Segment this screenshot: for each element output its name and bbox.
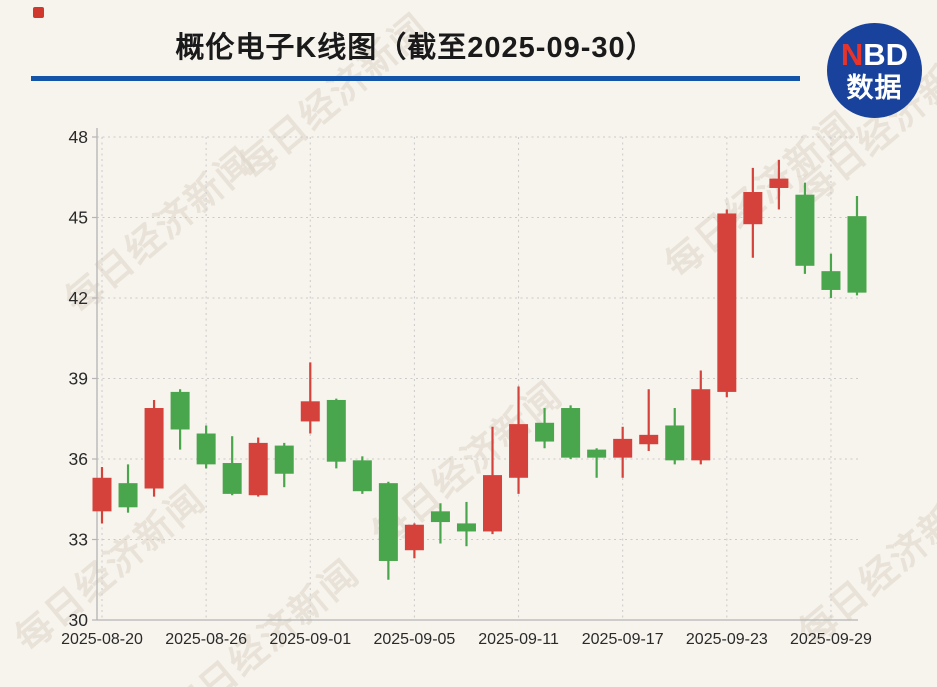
- candle-body: [639, 434, 659, 445]
- logo-bd: BD: [863, 37, 909, 72]
- candle-body: [483, 475, 503, 532]
- candle-body: [196, 433, 216, 465]
- x-tick-label: 2025-09-05: [373, 631, 455, 648]
- x-tick-label: 2025-09-17: [582, 631, 664, 648]
- candle-body: [248, 442, 268, 496]
- candle-body: [743, 192, 763, 225]
- x-tick-label: 2025-09-29: [790, 631, 872, 648]
- candle-body: [92, 477, 112, 512]
- nbd-logo: NBD 数据: [827, 23, 922, 118]
- candle-body: [535, 422, 555, 442]
- y-tick-label: 45: [69, 208, 88, 228]
- candle-body: [274, 445, 294, 474]
- candle-body: [300, 401, 320, 422]
- logo-n-accent: N: [840, 37, 864, 72]
- candle-body: [613, 438, 633, 458]
- candle-body: [144, 408, 164, 489]
- corner-mark: [33, 7, 44, 18]
- y-tick-label: 36: [69, 449, 88, 469]
- logo-data-text: 数据: [846, 73, 903, 103]
- candle-body: [170, 391, 190, 430]
- candle-body: [587, 449, 607, 458]
- x-tick-label: 2025-08-20: [61, 631, 143, 648]
- candle-body: [821, 271, 841, 290]
- candle-body: [847, 216, 867, 293]
- y-tick-label: 48: [69, 127, 88, 147]
- title-underline: [31, 76, 800, 81]
- y-tick-label: 33: [69, 530, 88, 550]
- candle-body: [430, 511, 450, 523]
- x-tick-label: 2025-09-01: [269, 631, 351, 648]
- candle-body: [456, 523, 476, 532]
- candle-body: [326, 399, 346, 462]
- candle-body: [352, 460, 372, 492]
- x-tick-label: 2025-09-11: [478, 631, 559, 648]
- x-tick-label: 2025-08-26: [165, 631, 247, 648]
- candle-body: [717, 213, 737, 392]
- y-tick-label: 30: [69, 610, 89, 630]
- candle-body: [561, 408, 581, 458]
- candle-body: [769, 178, 789, 188]
- candle-body: [795, 194, 815, 266]
- candle-body: [378, 483, 398, 561]
- logo-nbd-text: NBD: [841, 39, 908, 70]
- y-tick-label: 42: [69, 288, 88, 308]
- candle-body: [691, 389, 711, 461]
- candle-body: [665, 425, 685, 461]
- chart-title: 概伦电子K线图（截至2025-09-30）: [175, 32, 656, 64]
- candle-body: [404, 524, 424, 551]
- candle-body: [118, 483, 138, 508]
- y-tick-label: 39: [69, 369, 88, 389]
- x-tick-label: 2025-09-23: [686, 631, 768, 648]
- candle-body: [222, 463, 242, 494]
- candle-body: [509, 424, 529, 478]
